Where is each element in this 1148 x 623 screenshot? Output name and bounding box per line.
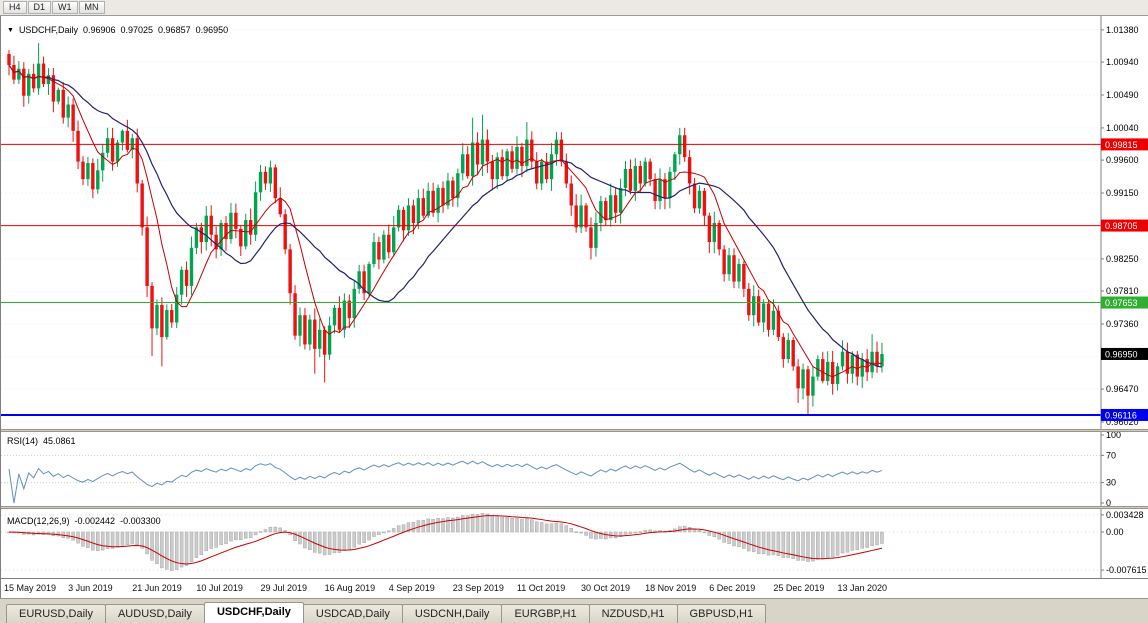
macd-axis-tick: -0.007615 (1106, 565, 1147, 575)
timeframe-toolbar: H4 D1 W1 MN (0, 0, 1148, 16)
date-axis-label: 4 Sep 2019 (388, 583, 435, 593)
timeframe-button-mn[interactable]: MN (78, 1, 105, 14)
svg-text:0.97653: 0.97653 (1105, 298, 1138, 308)
date-axis[interactable]: 15 May 2019 3 Jun 2019 21 Jun 2019 10 Jul 2… (1, 578, 1148, 598)
level-price-label (1101, 138, 1148, 151)
rsi-axis-tick: 100 (1106, 432, 1121, 440)
level-price-label (1101, 296, 1148, 309)
date-axis-label: 18 Nov 2019 (645, 583, 697, 593)
macd-signal-value: -0.003300 (120, 516, 161, 526)
chart-menu-icon: ▼ (7, 26, 14, 34)
chart-high-value: 0.97025 (120, 25, 154, 35)
chart-close-value: 0.96950 (195, 25, 229, 35)
current-price-label (1101, 347, 1148, 360)
chart-ohlc-title: ▼ USDCHF,Daily 0.96906 0.97025 0.96857 0… (7, 25, 228, 35)
chart-tab-gbpusd-h1[interactable]: GBPUSD,H1 (676, 604, 767, 623)
chart-open-value: 0.96906 (82, 25, 116, 35)
date-axis-label: 21 Jun 2019 (132, 583, 182, 593)
level-price-label (1101, 408, 1148, 421)
timeframe-button-h4[interactable]: H4 (3, 1, 27, 14)
chart-tab-usdcad-daily[interactable]: USDCAD,Daily (302, 604, 403, 623)
price-axis-tick: 1.00940 (1106, 57, 1139, 67)
date-axis-label: 13 Jan 2020 (837, 583, 888, 593)
chart-window: 1.01380 1.00940 1.00490 1.00040 0.99600 0.991… (0, 16, 1148, 598)
price-axis-tick: 0.96020 (1106, 417, 1139, 427)
svg-text:0.96116: 0.96116 (1105, 410, 1137, 420)
macd-current-value: -0.002442 (74, 516, 116, 526)
rsi-current-value: 45.0861 (43, 436, 76, 446)
timeframe-button-w1[interactable]: W1 (52, 1, 78, 14)
chart-tab-audusd-daily[interactable]: AUDUSD,Daily (104, 604, 205, 623)
timeframe-button-d1[interactable]: D1 (27, 1, 52, 14)
chart-tab-eurusd-daily[interactable]: EURUSD,Daily (6, 604, 106, 623)
rsi-pane[interactable]: 100 70 30 0 (1, 432, 1148, 506)
price-axis-tick: 0.99600 (1106, 155, 1139, 165)
date-axis-label: 15 May 2019 (4, 583, 57, 593)
price-axis-tick: 0.97360 (1106, 319, 1139, 329)
price-axis-tick: 0.98250 (1106, 254, 1139, 264)
macd-indicator-label: MACD(12,26,9) -0.002442 -0.003300 (7, 516, 161, 526)
pane-divider[interactable] (1, 506, 1148, 509)
date-axis-label: 30 Oct 2019 (581, 583, 631, 593)
chart-symbol-label: USDCHF,Daily (18, 25, 78, 35)
macd-pane[interactable]: 0.003428 0.00 -0.007615 (1, 509, 1148, 578)
date-axis-label: 11 Oct 2019 (516, 583, 566, 593)
rsi-axis-tick: 30 (1106, 478, 1116, 488)
svg-text:0.99815: 0.99815 (1105, 140, 1138, 150)
pane-divider[interactable] (1, 429, 1148, 432)
main-chart-pane[interactable]: 1.01380 1.00940 1.00490 1.00040 0.99600 0.991… (1, 16, 1148, 429)
macd-axis-tick: 0.003428 (1106, 510, 1144, 520)
price-axis-tick: 0.96470 (1106, 384, 1139, 394)
price-axis-tick: 0.97810 (1106, 286, 1139, 296)
price-axis-tick: 1.00040 (1106, 123, 1139, 133)
date-axis-label: 16 Aug 2019 (324, 583, 376, 593)
date-axis-label: 25 Dec 2019 (773, 583, 825, 593)
chart-tab-eurgbp-h1[interactable]: EURGBP,H1 (501, 604, 590, 623)
svg-text:0.98705: 0.98705 (1105, 221, 1138, 231)
rsi-axis-tick: 0 (1106, 498, 1111, 506)
chart-tab-bar: EURUSD,Daily AUDUSD,Daily USDCHF,Daily USDC… (0, 598, 1148, 623)
rsi-axis-tick: 70 (1106, 450, 1116, 460)
date-axis-label: 23 Sep 2019 (452, 583, 504, 593)
svg-text:0.96950: 0.96950 (1105, 349, 1138, 359)
price-axis-tick: 1.01380 (1106, 25, 1139, 35)
chart-low-value: 0.96857 (158, 25, 191, 35)
rsi-indicator-label: RSI(14) 45.0861 (7, 436, 76, 446)
chart-tab-usdchf-daily[interactable]: USDCHF,Daily (203, 602, 304, 623)
date-axis-label: 3 Jun 2019 (68, 583, 113, 593)
macd-name: MACD(12,26,9) (7, 516, 70, 526)
price-axis-tick: 1.00490 (1106, 90, 1139, 100)
date-axis-label: 10 Jul 2019 (196, 583, 243, 593)
chart-tab-nzdusd-h1[interactable]: NZDUSD,H1 (588, 604, 678, 623)
level-price-label (1101, 219, 1148, 232)
price-axis-tick: 0.99150 (1106, 188, 1139, 198)
date-axis-label: 29 Jul 2019 (260, 583, 307, 593)
macd-axis-tick: 0.00 (1106, 527, 1124, 537)
rsi-name: RSI(14) (7, 436, 39, 446)
chart-tab-usdcnh-daily[interactable]: USDCNH,Daily (401, 604, 503, 623)
date-axis-label: 6 Dec 2019 (709, 583, 756, 593)
